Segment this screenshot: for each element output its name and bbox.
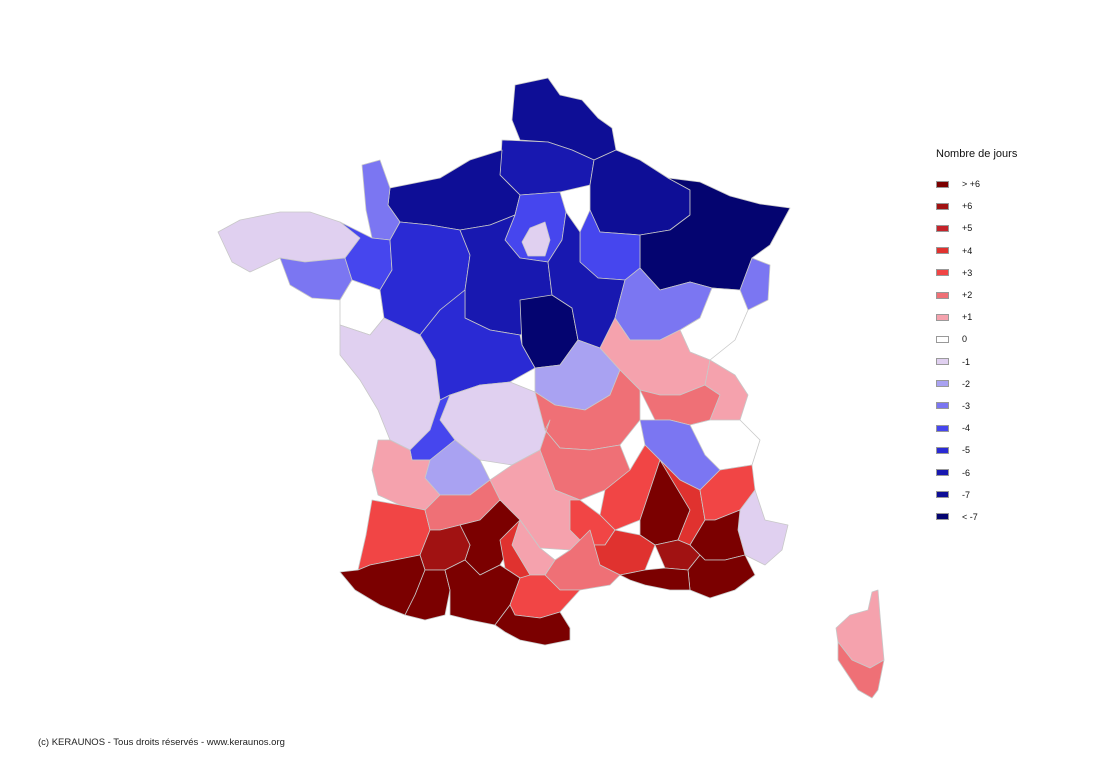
legend-item: -6 — [936, 461, 1086, 483]
legend-label: -5 — [962, 445, 971, 456]
region-gironde — [371, 439, 441, 511]
legend-item: < -7 — [936, 506, 1086, 528]
legend-swatch — [936, 446, 949, 454]
legend-label: -6 — [962, 467, 971, 478]
legend-label: < -7 — [962, 511, 978, 522]
legend-swatch — [936, 469, 949, 477]
region-paris — [521, 221, 551, 257]
legend-swatch — [936, 313, 949, 321]
legend-item: -1 — [936, 351, 1086, 373]
legend-label: +4 — [962, 245, 973, 256]
legend-label: -4 — [962, 423, 971, 434]
legend-item: -2 — [936, 373, 1086, 395]
legend-swatch — [936, 380, 949, 388]
legend-label: +3 — [962, 267, 973, 278]
legend-item: +4 — [936, 240, 1086, 262]
region-var — [687, 554, 756, 599]
map-legend: Nombre de jours > +6 +6 +5 +4 +3 +2 +1 0… — [936, 148, 1086, 528]
legend-swatch — [936, 291, 949, 299]
legend-swatch — [936, 424, 949, 432]
region-normandie — [387, 149, 521, 231]
legend-item: -4 — [936, 417, 1086, 439]
legend-label: -7 — [962, 489, 971, 500]
region-bretagne-morbihan — [279, 257, 353, 301]
legend-label: > +6 — [962, 179, 981, 190]
copyright-footer: (c) KERAUNOS - Tous droits réservés - ww… — [38, 737, 285, 748]
legend-item: -7 — [936, 484, 1086, 506]
legend-item: -3 — [936, 395, 1086, 417]
legend-item: 0 — [936, 328, 1086, 350]
region-corse-du-sud — [837, 641, 885, 699]
region-hautes-pyrenees — [404, 569, 451, 621]
legend-label: +1 — [962, 312, 973, 323]
legend-swatch — [936, 358, 949, 366]
legend-swatch — [936, 402, 949, 410]
legend-item: +6 — [936, 195, 1086, 217]
legend-item: +2 — [936, 284, 1086, 306]
legend-title: Nombre de jours — [936, 148, 1018, 160]
legend-rows: > +6 +6 +5 +4 +3 +2 +1 0 -1 -2 -3 -4 -5 … — [936, 173, 1086, 528]
legend-swatch — [936, 335, 949, 343]
legend-label: -2 — [962, 378, 971, 389]
legend-swatch — [936, 180, 949, 188]
legend-swatch — [936, 247, 949, 255]
legend-label: -3 — [962, 400, 971, 411]
legend-label: 0 — [962, 334, 968, 345]
legend-label: +5 — [962, 223, 973, 234]
legend-swatch — [936, 202, 949, 210]
legend-item: +5 — [936, 217, 1086, 239]
legend-item: +1 — [936, 306, 1086, 328]
legend-item: +3 — [936, 262, 1086, 284]
legend-label: +2 — [962, 290, 973, 301]
region-pyrenees-orientales — [494, 604, 571, 646]
legend-swatch — [936, 491, 949, 499]
legend-swatch — [936, 224, 949, 232]
region-champagne-ardenne — [589, 149, 691, 236]
legend-swatch — [936, 269, 949, 277]
legend-label: +6 — [962, 201, 973, 212]
legend-item: > +6 — [936, 173, 1086, 195]
legend-swatch — [936, 513, 949, 521]
region-bas-rhin-east — [739, 257, 771, 311]
legend-label: -1 — [962, 356, 971, 367]
region-bouches-du-rhone — [619, 567, 691, 591]
legend-item: -5 — [936, 439, 1086, 461]
